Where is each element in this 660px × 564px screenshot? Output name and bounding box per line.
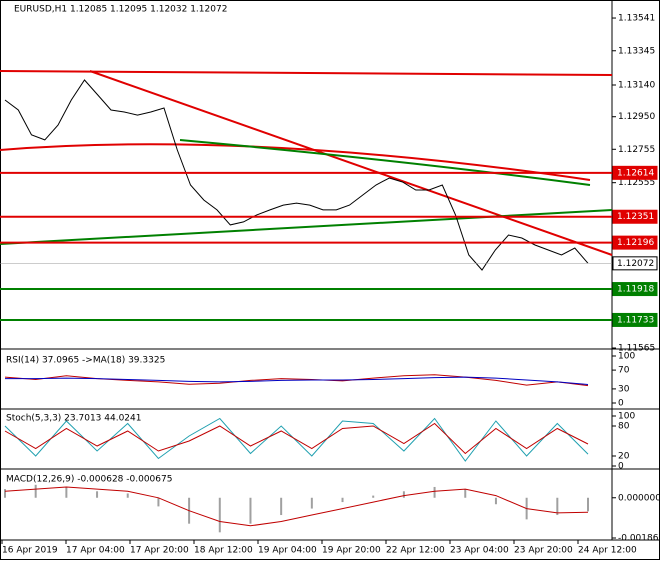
y-tick-label: 1.13345 [618,46,655,56]
price-label: 1.12196 [617,238,654,248]
y-tick-label: 100 [618,352,635,362]
trend-lines [0,70,613,256]
y-tick-label: -0.001863 [618,534,660,544]
trend-line [0,209,613,245]
trend-line [89,70,613,256]
price-label-box [612,312,658,327]
price-label: 1.11733 [617,315,654,325]
y-tick-label: 0.000000 [618,493,660,503]
price-label-box [612,282,658,297]
y-tick-label: 1.13140 [618,80,655,90]
indicator-line [5,376,589,385]
y-tick-label: 70 [618,366,630,376]
trend-line [0,70,613,76]
y-tick-label: 30 [618,384,630,394]
histogram-bar [341,497,344,503]
y-tick-label: 1.12755 [618,145,655,155]
price-label: 1.12072 [617,259,654,269]
indicator-line [4,486,589,527]
price-line [4,79,589,271]
price-label-box [612,165,658,180]
x-tick-label: 16 Apr 2019 [2,546,58,556]
indicator-line [4,422,589,455]
trend-line [0,143,591,181]
x-tick-label: 17 Apr 04:00 [66,546,125,556]
y-tick-label: 20 [618,452,630,462]
price-label: 1.11918 [617,285,654,295]
histogram-bar [126,493,129,498]
x-tick-label: 17 Apr 20:00 [130,546,189,556]
histogram-bar [218,497,221,533]
histogram-bar [65,486,68,498]
histogram-bar [587,497,589,512]
price-label-box [612,235,658,250]
x-tick-label: 22 Apr 12:00 [386,546,445,556]
x-tick-label: 18 Apr 12:00 [194,546,253,556]
y-tick-label: 0 [618,399,624,409]
chart-title: EURUSD,H1 1.12085 1.12095 1.12032 1.1207… [14,5,227,15]
histogram-bar [402,491,405,498]
histogram-bar [34,484,37,498]
y-tick-label: 80 [618,422,630,432]
price-label-box [612,209,658,224]
y-tick-label: 1.11565 [618,344,655,354]
x-tick-label: 19 Apr 20:00 [322,546,381,556]
price-label-box [612,256,658,271]
y-tick-label: 1.13541 [618,14,655,24]
histogram-bar [96,491,99,498]
histogram-bar [433,486,436,498]
histogram-bar [157,497,160,507]
histogram-bar [494,497,497,505]
x-tick-label: 23 Apr 04:00 [450,546,509,556]
y-tick-label: 1.12950 [618,112,655,122]
histogram-bar [310,497,313,509]
y-tick-label: 1.12555 [618,178,655,188]
histogram-bar [4,489,6,498]
x-tick-label: 24 Apr 12:00 [578,546,637,556]
price-label: 1.12351 [617,212,654,222]
histogram-bar [464,489,467,498]
indicator-title: MACD(12,26,9) -0.000628 -0.000675 [6,475,172,485]
price-label: 1.12614 [617,168,654,178]
histogram-bar [280,497,283,516]
indicator-title: RSI(14) 37.0965 ->MA(18) 39.3325 [6,356,165,366]
indicator-title: Stoch(5,3,3) 23.7013 44.0241 [6,414,141,424]
histogram-bar [372,495,375,498]
histogram-bar [556,497,559,516]
x-tick-label: 19 Apr 04:00 [258,546,317,556]
indicator-line [4,417,589,462]
x-tick-label: 23 Apr 20:00 [514,546,573,556]
trend-line [179,139,591,186]
y-tick-label: 100 [618,412,635,422]
y-tick-label: 0 [618,462,624,472]
histogram-bar [249,497,252,524]
